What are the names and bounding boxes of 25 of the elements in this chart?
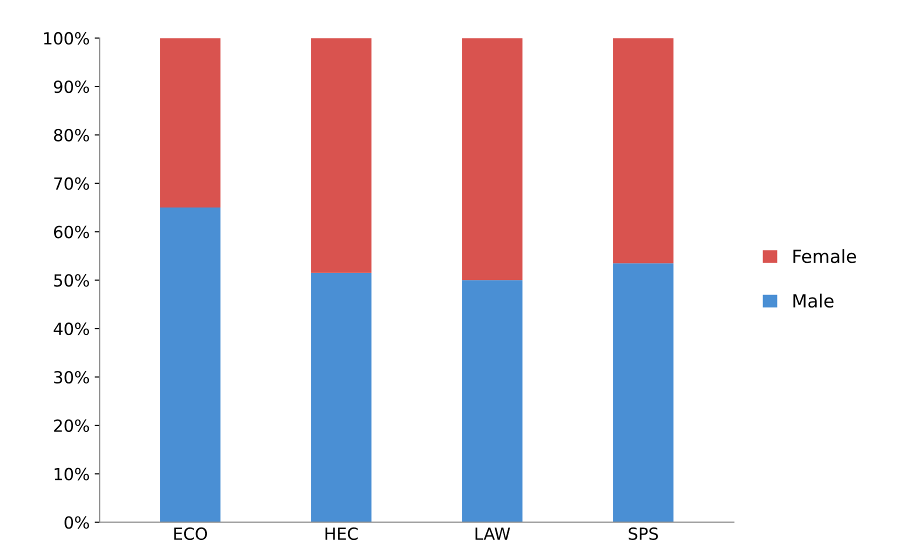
bar — [311, 272, 372, 522]
y-tick-label: 80% — [54, 128, 90, 142]
y-tick-label: 70% — [54, 177, 90, 190]
legend-label: Male — [793, 294, 834, 308]
bar — [462, 38, 522, 280]
x-tick-label: SPS — [628, 527, 658, 540]
y-tick-label: 100% — [44, 32, 90, 45]
y-tick-label: 20% — [54, 419, 90, 432]
x-tick-label: LAW — [476, 528, 510, 540]
bar — [160, 38, 220, 208]
bar — [613, 38, 674, 264]
y-tick-label: 30% — [54, 370, 90, 384]
y-tick-label: 90% — [54, 80, 90, 94]
bar — [462, 280, 522, 522]
y-tick-label: 10% — [54, 468, 90, 480]
x-tick-label: HEC — [326, 527, 358, 540]
bar — [160, 208, 220, 522]
x-tick-label: ECO — [174, 527, 207, 540]
legend-label: Female — [793, 249, 856, 264]
y-tick-label: 0% — [64, 516, 90, 529]
bar — [613, 263, 674, 522]
bar — [311, 38, 372, 273]
y-tick-label: 50% — [54, 274, 90, 287]
y-tick-label: 60% — [54, 226, 90, 238]
y-tick-label: 40% — [54, 322, 90, 336]
